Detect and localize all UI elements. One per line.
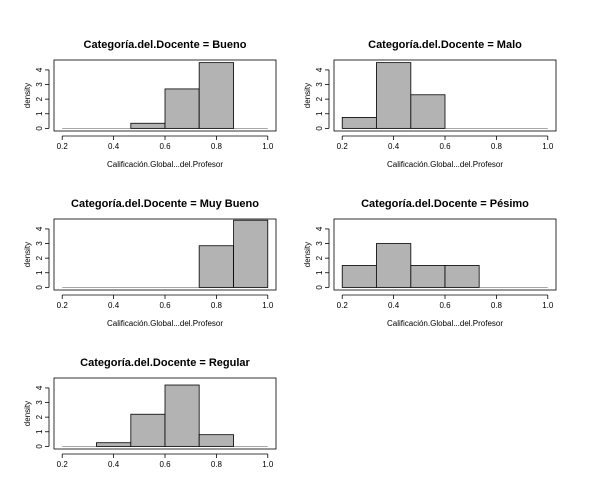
histogram-bar (164, 384, 200, 447)
x-axis-label: Calificación.Global...del.Profesor (387, 319, 503, 328)
x-tick-label: 0.8 (211, 301, 223, 310)
panel-title: Categoría.del.Docente = Malo (368, 39, 522, 51)
histogram-bar (410, 94, 446, 129)
y-tick-label: 2 (35, 255, 44, 260)
x-tick-label: 0.6 (439, 142, 451, 151)
x-tick-label: 1.0 (542, 142, 554, 151)
x-axis-label: Calificación.Global...del.Profesor (107, 160, 223, 169)
y-tick-label: 1 (315, 111, 324, 116)
y-tick-label: 1 (35, 270, 44, 275)
x-tick-label: 0.6 (439, 301, 451, 310)
y-tick-label: 2 (315, 96, 324, 101)
histogram-bar (410, 265, 446, 288)
histogram-bar (233, 219, 269, 288)
x-tick-label: 0.6 (159, 460, 171, 469)
y-axis-label: density (303, 83, 312, 108)
y-tick-label: 3 (35, 400, 44, 405)
y-tick-label: 2 (35, 414, 44, 419)
histogram-bar (130, 122, 166, 129)
y-tick-label: 3 (35, 82, 44, 87)
histogram-bar (444, 265, 480, 288)
plot-frame (53, 377, 277, 450)
histogram-bar (375, 62, 412, 129)
y-tick-label: 0 (35, 126, 44, 131)
x-tick-label: 0.4 (108, 460, 120, 469)
histogram-bar (130, 413, 166, 447)
histogram-bar (198, 434, 235, 447)
y-tick-label: 1 (35, 111, 44, 116)
histogram-panel-1: Categoría.del.Docente = Bueno 0.2 0.4 0.6 0.… (23, 39, 277, 169)
histogram-bar (198, 62, 235, 129)
histogram-bar (375, 243, 412, 288)
x-tick-label: 0.6 (159, 142, 171, 151)
panel-title: Categoría.del.Docente = Regular (80, 357, 250, 369)
y-axis-label: density (23, 401, 32, 426)
y-tick-label: 0 (315, 285, 324, 290)
y-tick-label: 4 (35, 385, 44, 390)
x-tick-label: 1.0 (262, 142, 274, 151)
x-tick-label: 0.2 (57, 301, 69, 310)
panel-title: Categoría.del.Docente = Bueno (84, 39, 247, 51)
panel-title: Categoría.del.Docente = Muy Bueno (71, 198, 259, 210)
x-axis-label: Calificación.Global...del.Profesor (107, 319, 223, 328)
x-tick-label: 0.2 (337, 142, 349, 151)
x-tick-label: 0.2 (337, 301, 349, 310)
x-tick-label: 0.6 (159, 301, 171, 310)
histogram-bar (341, 117, 377, 129)
x-tick-label: 0.4 (108, 142, 120, 151)
x-tick-label: 0.2 (57, 460, 69, 469)
x-tick-label: 0.8 (491, 142, 503, 151)
y-tick-label: 3 (35, 241, 44, 246)
histogram-panel-3: Categoría.del.Docente = Muy Bueno 0.2 0.4 0… (23, 198, 277, 328)
x-tick-label: 0.2 (57, 142, 69, 151)
plot-frame (333, 59, 557, 132)
histogram-bar (341, 265, 377, 288)
x-tick-label: 1.0 (542, 301, 554, 310)
x-axis-label: Calificación.Global...del.Profesor (387, 160, 503, 169)
x-tick-label: 0.8 (211, 142, 223, 151)
y-tick-label: 1 (35, 429, 44, 434)
histogram-panel-2: Categoría.del.Docente = Malo 0.2 0.4 0.6 0.8… (303, 39, 557, 169)
x-tick-label: 0.8 (211, 460, 223, 469)
histogram-panel-4: Categoría.del.Docente = Pésimo 0.2 0.4 0.6 0… (303, 198, 557, 328)
plot-frame (53, 59, 277, 132)
y-tick-label: 2 (35, 96, 44, 101)
y-axis-label: density (23, 242, 32, 267)
y-tick-label: 1 (315, 270, 324, 275)
y-axis-label: density (303, 242, 312, 267)
histogram-panel-5: Categoría.del.Docente = Regular 0.2 0.4 0.6… (23, 357, 277, 469)
y-tick-label: 3 (315, 241, 324, 246)
y-tick-label: 4 (35, 226, 44, 231)
y-tick-label: 2 (315, 255, 324, 260)
y-tick-label: 0 (35, 444, 44, 449)
y-tick-label: 0 (315, 126, 324, 131)
y-tick-label: 4 (315, 67, 324, 72)
y-tick-label: 0 (35, 285, 44, 290)
histogram-bar (95, 442, 132, 447)
y-tick-label: 4 (35, 67, 44, 72)
panel-title: Categoría.del.Docente = Pésimo (361, 198, 529, 210)
x-tick-label: 0.8 (491, 301, 503, 310)
y-tick-label: 3 (315, 82, 324, 87)
histogram-bar (164, 88, 200, 129)
plot-frame (333, 218, 557, 291)
y-tick-label: 4 (315, 226, 324, 231)
histogram-bar (198, 245, 235, 288)
x-tick-label: 0.4 (108, 301, 120, 310)
plot-frame (53, 218, 277, 291)
y-axis-label: density (23, 83, 32, 108)
x-tick-label: 1.0 (262, 301, 274, 310)
x-tick-label: 0.4 (388, 142, 400, 151)
x-tick-label: 0.4 (388, 301, 400, 310)
x-tick-label: 1.0 (262, 460, 274, 469)
